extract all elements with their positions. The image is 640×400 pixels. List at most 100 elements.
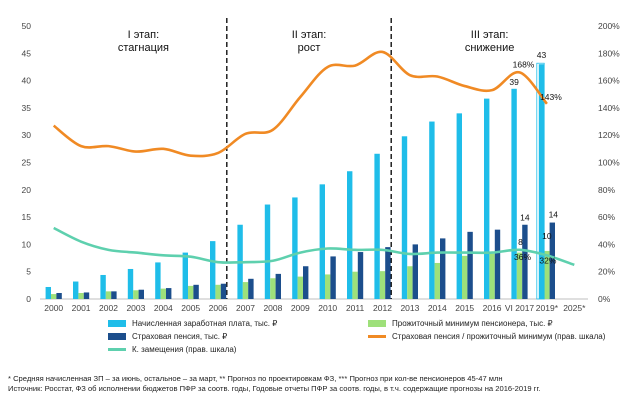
y-left-tick-label: 10	[22, 239, 32, 249]
footnotes: * Средняя начисленная ЗП – за июнь, оста…	[8, 374, 633, 394]
phase-annotations: I этап:стагнация II этап:рост III этап:сни…	[118, 18, 515, 299]
y-right-tick-label: 0%	[598, 294, 611, 304]
bar	[155, 262, 161, 299]
phase-subtitle: рост	[298, 42, 321, 54]
legend-label-wage: Начисленная заработная плата, тыс. ₽	[132, 319, 278, 328]
data-label: 14	[549, 210, 559, 220]
bar	[220, 283, 227, 299]
legend-label-pmp: Прожиточный минимум пенсионера, тыс. ₽	[392, 319, 553, 328]
bar	[434, 262, 440, 299]
bar	[193, 284, 199, 299]
bar	[182, 252, 188, 299]
bar	[188, 285, 194, 299]
y-left-tick-label: 30	[22, 130, 32, 140]
bar	[494, 229, 501, 299]
data-label: 8	[518, 237, 523, 247]
bar	[440, 238, 446, 299]
data-label: 14	[520, 213, 530, 223]
legend-label-ratio: Страховая пенсия / прожиточный минимум (…	[392, 332, 606, 341]
bar	[484, 98, 490, 299]
series-line	[53, 226, 575, 267]
footnote-line-2: Источник: Росстат, ФЗ об исполнении бюдж…	[8, 384, 541, 393]
legend-label-replacement: К. замещения (прав. шкала)	[132, 345, 237, 354]
bar	[538, 64, 545, 299]
legend-item-wage: Начисленная заработная плата, тыс. ₽	[108, 319, 368, 328]
y-left-tick-label: 25	[22, 158, 32, 168]
bar	[83, 292, 90, 299]
bar	[352, 271, 358, 299]
bar	[56, 292, 62, 299]
x-tick-label: 2000	[44, 303, 63, 313]
data-label: 36%	[514, 252, 531, 262]
y-left-tick-label: 5	[26, 267, 31, 277]
bar	[330, 256, 336, 299]
bar	[292, 197, 298, 299]
bar	[166, 288, 172, 299]
y-right-tick-label: 80%	[598, 185, 615, 195]
bar	[111, 291, 117, 299]
y-right-tick-label: 60%	[598, 212, 615, 222]
bar	[347, 171, 353, 299]
y-left-tick-label: 20	[22, 185, 32, 195]
legend-item-ratio: Страховая пенсия / прожиточный минимум (…	[368, 332, 628, 341]
axes-group: 0 5 10 15 20 25 30 35 40 45 50 0% 20% 40% 60% 80% 100% 12…	[22, 21, 621, 313]
bar	[319, 184, 325, 299]
bar	[248, 278, 254, 299]
bar	[100, 274, 106, 299]
y-left-tick-label: 50	[22, 21, 32, 31]
bar	[357, 252, 364, 299]
x-tick-label: 2013	[400, 303, 419, 313]
x-tick-label: 2002	[99, 303, 118, 313]
lines-group	[52, 50, 575, 267]
phase-subtitle: стагнация	[118, 42, 169, 54]
data-label: 32%	[539, 255, 556, 265]
bar	[264, 204, 271, 299]
bar	[511, 88, 517, 299]
legend-swatch-wage	[108, 320, 126, 327]
data-label: 143%	[540, 92, 562, 102]
bar	[45, 286, 51, 299]
forecast-frame	[536, 62, 545, 300]
footnote-line-1: * Средняя начисленная ЗП – за июнь, оста…	[8, 374, 503, 383]
bar	[215, 284, 221, 299]
y-right-tick-label: 140%	[598, 103, 620, 113]
phase-subtitle: снижение	[465, 42, 515, 54]
x-tick-label: 2014	[428, 303, 447, 313]
x-tick-label: 2019*	[536, 303, 559, 313]
legend: Начисленная заработная плата, тыс. ₽ Про…	[108, 317, 628, 356]
phase-title: I этап:	[128, 29, 160, 41]
bar	[522, 224, 528, 299]
x-tick-label: 2009	[291, 303, 310, 313]
y-right-tick-label: 20%	[598, 267, 615, 277]
legend-swatch-ratio	[368, 335, 386, 338]
x-tick-label: 2012	[373, 303, 392, 313]
bar	[374, 153, 380, 299]
bar	[303, 266, 309, 299]
bar	[127, 268, 134, 299]
y-right-tick-label: 100%	[598, 158, 620, 168]
x-tick-label: 2007	[236, 303, 255, 313]
bar	[242, 282, 249, 299]
bar	[456, 113, 462, 299]
bar	[78, 292, 84, 299]
x-tick-label: 2015	[455, 303, 474, 313]
bar	[467, 231, 473, 299]
y-left-tick-label: 15	[22, 212, 32, 222]
y-left-tick-label: 45	[22, 48, 32, 58]
y-left-tick-label: 0	[26, 294, 31, 304]
x-tick-label: 2010	[318, 303, 337, 313]
phase-title: II этап:	[292, 29, 327, 41]
bar	[385, 247, 391, 299]
data-label: 39	[509, 77, 519, 87]
bar	[544, 250, 550, 299]
data-label: 43	[537, 50, 547, 60]
x-tick-label: 2003	[126, 303, 145, 313]
bar	[270, 278, 276, 299]
x-tick-label: 2025*	[563, 303, 586, 313]
legend-item-pmp: Прожиточный минимум пенсионера, тыс. ₽	[368, 319, 628, 328]
y-right-tick-label: 160%	[598, 76, 620, 86]
x-tick-label: 2011	[346, 303, 365, 313]
data-label: 10	[542, 231, 552, 241]
bar	[325, 274, 331, 299]
bar	[51, 294, 57, 299]
